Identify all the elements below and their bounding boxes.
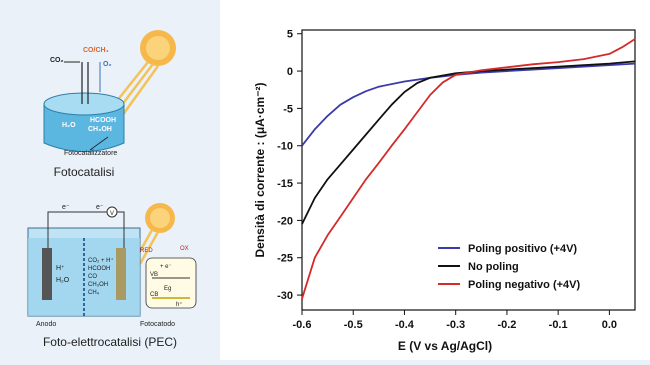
catalyst-pointer — [89, 136, 109, 151]
legend-entry: Poling positivo (+4V) — [468, 243, 577, 255]
o2-label: O₂ — [103, 61, 112, 68]
x-tick-label: -0.6 — [293, 319, 312, 331]
anode-label: Anodo — [36, 321, 56, 328]
e-minus-label: e⁻ — [62, 204, 70, 211]
pec-caption: Foto-elettrocatalisi (PEC) — [43, 335, 177, 349]
light-ray — [138, 231, 160, 265]
x-axis-label: E (V vs Ag/AgCl) — [398, 339, 492, 353]
vb-label: VB — [150, 272, 158, 278]
legend-entry: Poling negativo (+4V) — [468, 279, 580, 291]
illustration-panel: CO₂ CO/CH₄ O₂ H₂O HCOOH CH₃OH Fotocatali… — [0, 0, 220, 360]
light-ray — [120, 65, 160, 117]
products-list: CO₂ + H⁺ HCOOH CO CH₃OH CH₄ — [88, 257, 114, 296]
h2o-label: H₂O — [62, 122, 76, 129]
catalyst-label: Fotocatalizzatore — [64, 150, 117, 157]
sun-core-icon — [150, 208, 170, 228]
y-tick-label: 5 — [287, 29, 293, 41]
product-item: CH₄ — [88, 290, 100, 296]
y-tick-label: -20 — [277, 215, 293, 227]
product-item: CO₂ + H⁺ — [88, 257, 114, 264]
voltmeter-label: V — [110, 211, 114, 217]
series-line-no-poling — [301, 60, 636, 225]
beaker-top-icon — [43, 92, 125, 116]
h-plus-label: H⁺ — [56, 265, 65, 272]
chart-svg: -0.6 -0.5 -0.4 -0.3 -0.2 -0.1 0.0 5 0 -5 -10 -15 -2… — [220, 0, 650, 360]
x-tick-label: 0.0 — [602, 319, 617, 331]
y-tick-label: -15 — [277, 178, 293, 190]
anode-icon — [42, 248, 52, 300]
ox-label: OX — [180, 246, 189, 252]
y-axis-label: Densità di corrente : (μA·cm⁻²) — [253, 82, 267, 257]
y-tick-label: 0 — [287, 66, 293, 78]
plus-e-label: + e⁻ — [160, 264, 172, 270]
chart-panel: -0.6 -0.5 -0.4 -0.3 -0.2 -0.1 0.0 5 0 -5 -10 -15 -2… — [220, 0, 650, 360]
hcooh-label: HCOOH — [90, 117, 116, 124]
x-tick-label: -0.4 — [395, 319, 415, 331]
photocatalysis-caption: Fotocatalisi — [54, 165, 115, 179]
plot-area — [301, 29, 636, 311]
y-tick-label: -5 — [283, 103, 293, 115]
x-tick-label: -0.1 — [549, 319, 568, 331]
band-diagram-icon — [145, 257, 197, 309]
product-item: HCOOH — [88, 266, 110, 272]
y-tick-label: -25 — [277, 253, 293, 265]
x-tick-label: -0.5 — [344, 319, 363, 331]
cb-label: CB — [150, 292, 158, 298]
legend-entry: No poling — [468, 261, 519, 273]
anode-h2o-label: H₂O — [56, 277, 70, 284]
series-line-poling-negativo-4v- — [301, 38, 636, 300]
hole-label: h⁺ — [176, 301, 183, 308]
ch3oh-label: CH₃OH — [88, 126, 112, 133]
legend: Poling positivo (+4V) No poling Poling neg… — [438, 243, 580, 291]
x-tick-label: -0.3 — [446, 319, 465, 331]
product-item: CH₃OH — [88, 282, 108, 288]
illustration-svg: CO₂ CO/CH₄ O₂ H₂O HCOOH CH₃OH Fotocatali… — [27, 30, 197, 349]
photocathode-label: Fotocatodo — [140, 321, 175, 328]
x-tick-label: -0.2 — [497, 319, 516, 331]
photocathode-icon — [116, 248, 126, 300]
red-label: RED — [140, 248, 153, 254]
pec-illustration: V e⁻ e⁻ H⁺ H₂O CO₂ + H⁺ HCOOH CO CH₃OH C… — [27, 203, 197, 349]
voltmeter-icon — [106, 206, 118, 218]
co-ch4-label: CO/CH₄ — [83, 47, 109, 54]
sun-core-icon — [146, 36, 170, 60]
photocatalysis-illustration: CO₂ CO/CH₄ O₂ H₂O HCOOH CH₃OH Fotocatali… — [43, 30, 176, 179]
e-minus-label-2: e⁻ — [96, 204, 104, 211]
circuit-wire — [47, 211, 125, 250]
product-item: CO — [88, 274, 97, 280]
eg-label: Eg — [164, 286, 171, 292]
y-tick-label: -30 — [277, 290, 293, 302]
y-tick-label: -10 — [277, 141, 293, 153]
co2-label: CO₂ — [50, 57, 64, 64]
